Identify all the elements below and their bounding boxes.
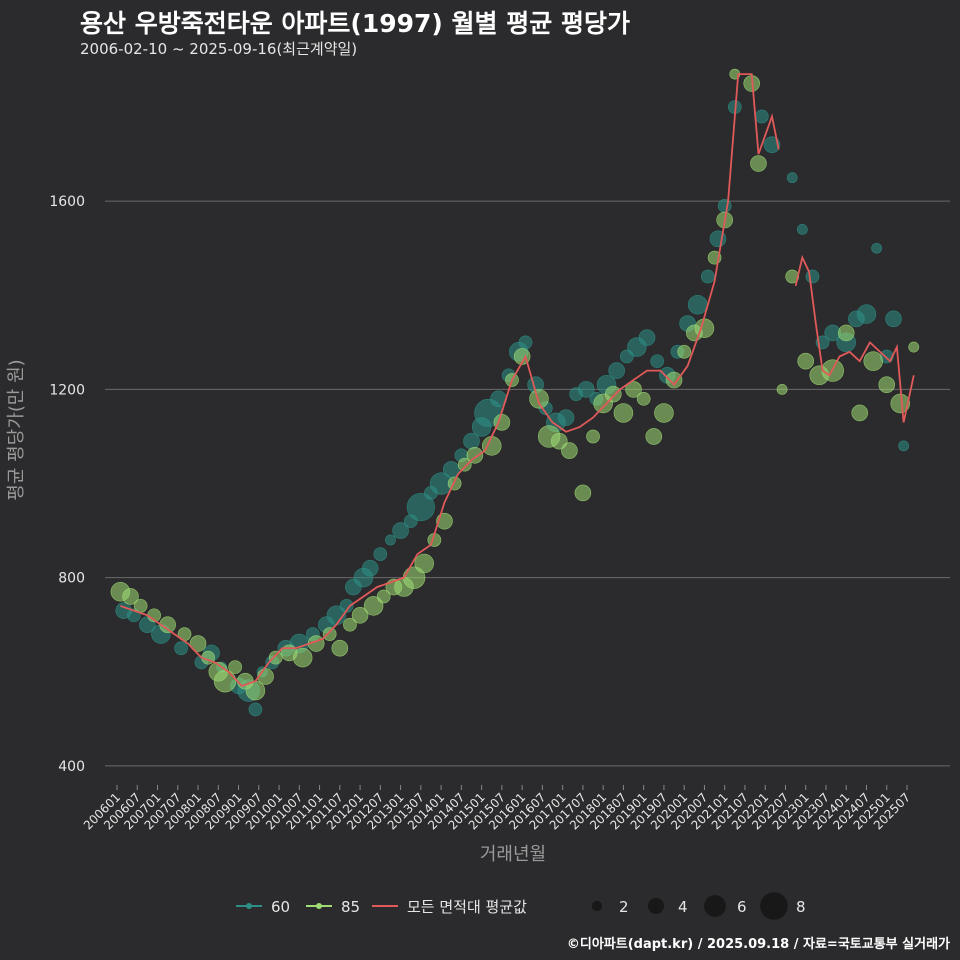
scatter-point-85 — [750, 155, 767, 172]
scatter-point-60 — [339, 599, 354, 613]
scatter-point-60 — [796, 224, 808, 235]
scatter-point-60 — [754, 109, 769, 124]
scatter-point-85 — [268, 650, 283, 665]
scatter-point-85 — [376, 589, 391, 604]
scatter-point-60 — [871, 242, 883, 254]
scatter-point-85 — [122, 588, 139, 605]
scatter-point-85 — [481, 436, 502, 456]
legend-label-2: 모든 면적대 평균값 — [407, 898, 527, 916]
scatter-point-85 — [665, 371, 683, 389]
scatter-point-85 — [625, 381, 642, 398]
scatter-point-60 — [406, 492, 435, 522]
scatter-point-85 — [331, 639, 349, 657]
legend-label-0: 60 — [271, 898, 290, 916]
legend-size-circle — [704, 895, 726, 917]
chart-subtitle: 2006-02-10 ~ 2025-09-16(최근계약일) — [80, 40, 358, 58]
scatter-point-85 — [561, 442, 578, 459]
scatter-point-85 — [586, 429, 600, 444]
scatter-point-85 — [447, 476, 462, 491]
legend-dot-1 — [316, 903, 322, 909]
scatter-point-60 — [638, 329, 656, 346]
scatter-point-85 — [604, 385, 622, 403]
scatter-point-85 — [645, 428, 663, 445]
scatter-point-85 — [189, 635, 207, 652]
scatter-point-85 — [466, 446, 484, 464]
scatter-point-60 — [385, 534, 396, 546]
scatter-point-85 — [851, 404, 869, 422]
scatter-point-85 — [613, 403, 634, 423]
scatter-point-85 — [257, 668, 274, 685]
scatter-point-85 — [785, 269, 800, 284]
y-axis-title: 평균 평당가(만 원) — [6, 359, 27, 500]
legend-size-label: 8 — [796, 898, 806, 916]
scatter-point-85 — [351, 606, 369, 624]
scatter-point-60 — [174, 641, 188, 656]
legend-size-circle — [591, 900, 603, 912]
scatter-point-85 — [343, 617, 357, 632]
scatter-point-60 — [687, 294, 708, 315]
scatter-point-60 — [717, 199, 732, 213]
scatter-point-85 — [878, 376, 896, 394]
scatter-point-60 — [518, 335, 533, 350]
average-line — [120, 73, 780, 687]
scatter-point-60 — [361, 559, 379, 577]
scatter-point-85 — [414, 553, 434, 574]
scatter-point-60 — [373, 547, 388, 561]
y-tick-label: 1200 — [49, 382, 85, 398]
scatter-point-85 — [797, 352, 815, 370]
scatter-point-85 — [574, 484, 592, 502]
legend-label-1: 85 — [341, 898, 360, 916]
scatter-point-85 — [677, 344, 692, 359]
scatter-point-60 — [392, 522, 409, 539]
scatter-point-60 — [856, 304, 877, 324]
scatter-point-85 — [529, 389, 549, 409]
scatter-point-85 — [228, 660, 243, 674]
points-layer — [110, 68, 920, 717]
y-tick-label: 800 — [58, 571, 85, 587]
average-line-layer — [120, 73, 915, 687]
legend-size-label: 6 — [737, 898, 747, 916]
chart-title: 용산 우방죽전타운 아파트(1997) 월별 평균 평당가 — [80, 9, 630, 38]
scatter-point-60 — [885, 310, 902, 328]
grid-layer: 400 800 1200 1600 — [49, 194, 950, 775]
scatter-point-85 — [322, 627, 337, 641]
y-tick-label: 400 — [58, 759, 85, 775]
scatter-point-60 — [650, 354, 665, 369]
scatter-point-60 — [786, 172, 798, 184]
scatter-point-60 — [608, 362, 625, 379]
y-tick-label: 1600 — [49, 194, 85, 210]
x-axis-title: 거래년월 — [480, 844, 546, 865]
scatter-point-60 — [805, 269, 820, 284]
source-footer: ©디아파트(dapt.kr) / 2025.09.18 / 자료=국토교통부 실… — [566, 937, 950, 952]
legend: 60 85 모든 면적대 평균값 2 4 6 8 — [236, 892, 806, 920]
scatter-point-60 — [577, 381, 595, 398]
legend-dot-0 — [246, 903, 252, 909]
legend-size-circle — [760, 892, 788, 920]
scatter-point-60 — [442, 461, 460, 478]
scatter-point-85 — [654, 403, 674, 423]
scatter-point-85 — [776, 384, 788, 395]
scatter-point-85 — [292, 647, 313, 668]
scatter-point-60 — [700, 269, 715, 284]
legend-size-label: 4 — [678, 898, 688, 916]
average-line — [794, 254, 915, 423]
legend-size-circle — [648, 898, 664, 914]
scatter-point-85 — [363, 596, 384, 616]
scatter-point-85 — [213, 669, 237, 693]
scatter-point-85 — [837, 324, 855, 342]
scatter-point-60 — [248, 702, 263, 717]
scatter-point-60 — [557, 409, 575, 426]
scatter-point-85 — [908, 341, 920, 353]
scatter-point-60 — [763, 136, 781, 154]
scatter-point-85 — [457, 457, 472, 472]
scatter-point-60 — [898, 440, 910, 452]
scatter-point-85 — [863, 351, 883, 371]
legend-size-label: 2 — [619, 898, 629, 916]
scatter-point-85 — [636, 391, 651, 406]
